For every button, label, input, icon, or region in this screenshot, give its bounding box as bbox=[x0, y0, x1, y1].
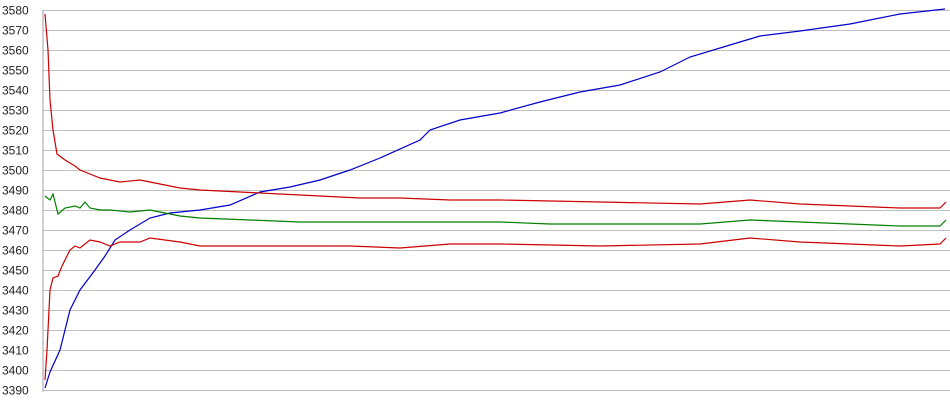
series-lines bbox=[44, 8, 947, 389]
y-tick-label: 3400 bbox=[2, 364, 29, 378]
y-tick-label: 3440 bbox=[2, 284, 29, 298]
y-tick-label: 3480 bbox=[2, 204, 29, 218]
y-tick-label: 3500 bbox=[2, 164, 29, 178]
series-line-3 bbox=[44, 237, 947, 381]
series-line-2 bbox=[44, 192, 947, 227]
y-tick-label: 3490 bbox=[2, 184, 29, 198]
y-tick-label: 3410 bbox=[2, 344, 29, 358]
y-tick-label: 3580 bbox=[2, 4, 29, 18]
y-tick-label: 3540 bbox=[2, 84, 29, 98]
y-axis-tick-labels: 3580 3570 3560 3550 3540 3530 3520 3510 3500 3490… bbox=[2, 4, 29, 398]
y-tick-label: 3560 bbox=[2, 44, 29, 58]
y-tick-label: 3470 bbox=[2, 224, 29, 238]
y-tick-label: 3530 bbox=[2, 104, 29, 118]
series-line-0 bbox=[44, 8, 946, 389]
y-tick-label: 3510 bbox=[2, 144, 29, 158]
y-tick-label: 3570 bbox=[2, 24, 29, 38]
y-tick-label: 3550 bbox=[2, 64, 29, 78]
series-line-1 bbox=[44, 13, 947, 209]
y-tick-label: 3420 bbox=[2, 324, 29, 338]
y-tick-label: 3430 bbox=[2, 304, 29, 318]
y-tick-label: 3520 bbox=[2, 124, 29, 138]
y-tick-label: 3450 bbox=[2, 264, 29, 278]
y-tick-label: 3390 bbox=[2, 384, 29, 398]
y-tick-label: 3460 bbox=[2, 244, 29, 258]
